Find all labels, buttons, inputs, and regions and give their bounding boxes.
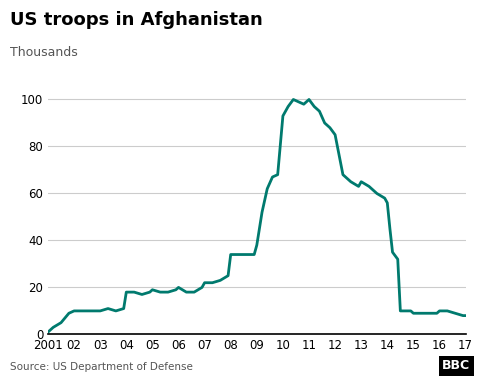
Text: Source: US Department of Defense: Source: US Department of Defense [10,363,192,372]
Text: US troops in Afghanistan: US troops in Afghanistan [10,11,263,29]
Text: BBC: BBC [442,359,470,372]
Text: Thousands: Thousands [10,46,77,59]
